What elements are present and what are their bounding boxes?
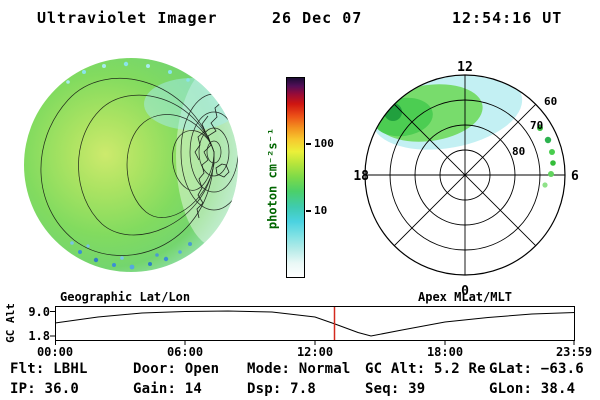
- gc-alt-strip-chart: [50, 306, 576, 345]
- strip-xtick-0600: 06:00: [166, 345, 204, 359]
- strip-xtick-1800: 18:00: [426, 345, 464, 359]
- caption-geographic: Geographic Lat/Lon: [60, 290, 191, 304]
- emission-dots: [537, 125, 556, 188]
- status-ip: IP: 36.0: [10, 381, 80, 397]
- status-glat: GLat: −63.6: [489, 361, 584, 377]
- geographic-image-panel: [24, 58, 238, 272]
- status-glon: GLon: 38.4: [489, 381, 576, 397]
- chart-frame: [55, 306, 575, 341]
- mlt-label-18: 18: [353, 169, 369, 184]
- time-display: 12:54:16 UT: [452, 9, 563, 27]
- noise-speckles: [66, 61, 192, 270]
- strip-ylabel: GC Alt: [4, 303, 17, 343]
- mlt-label-0: 0: [461, 284, 469, 299]
- axis-ticks: [50, 311, 575, 345]
- mlat-label-80: 80: [512, 145, 525, 158]
- mlt-label-12: 12: [457, 60, 473, 75]
- status-gain: Gain: 14: [133, 381, 203, 397]
- coastline-overlay: [194, 83, 230, 219]
- colorbar-ticklabel-10: 10: [314, 204, 328, 217]
- colorbar-tick-10: [306, 210, 311, 212]
- status-mode: Mode: Normal: [247, 361, 351, 377]
- date-display: 26 Dec 07: [272, 9, 363, 27]
- apex-uv-emission: [371, 75, 523, 150]
- status-seq: Seq: 39: [365, 381, 426, 397]
- colorbar-gradient: [286, 77, 305, 278]
- app-title: Ultraviolet Imager: [37, 9, 218, 27]
- strip-xtick-2359: 23:59: [555, 345, 593, 359]
- status-gc-alt: GC Alt: 5.2 Re: [365, 361, 486, 377]
- status-flight: Flt: LBHL: [10, 361, 88, 377]
- geographic-grid: [40, 77, 238, 256]
- strip-ytick-top: 9.0: [28, 305, 50, 319]
- mlat-label-60: 60: [544, 95, 557, 108]
- apex-polar-panel: 12 18 6 0 60 70 80: [353, 60, 579, 299]
- status-door: Door: Open: [133, 361, 220, 377]
- colorbar-tick-100: [306, 143, 311, 145]
- colorbar-ticklabel-100: 100: [314, 137, 334, 150]
- mlt-label-6: 6: [571, 169, 579, 184]
- strip-xtick-0000: 00:00: [36, 345, 74, 359]
- strip-xtick-1200: 12:00: [296, 345, 334, 359]
- status-dsp: Dsp: 7.8: [247, 381, 317, 397]
- altitude-curve: [54, 310, 576, 337]
- colorbar-units-label: photon cm⁻²s⁻¹: [265, 127, 280, 230]
- caption-apex: Apex MLat/MLT: [418, 290, 512, 304]
- strip-ytick-bottom: 1.8: [28, 329, 50, 343]
- polar-grid: [364, 74, 566, 276]
- mlat-label-70: 70: [530, 119, 543, 132]
